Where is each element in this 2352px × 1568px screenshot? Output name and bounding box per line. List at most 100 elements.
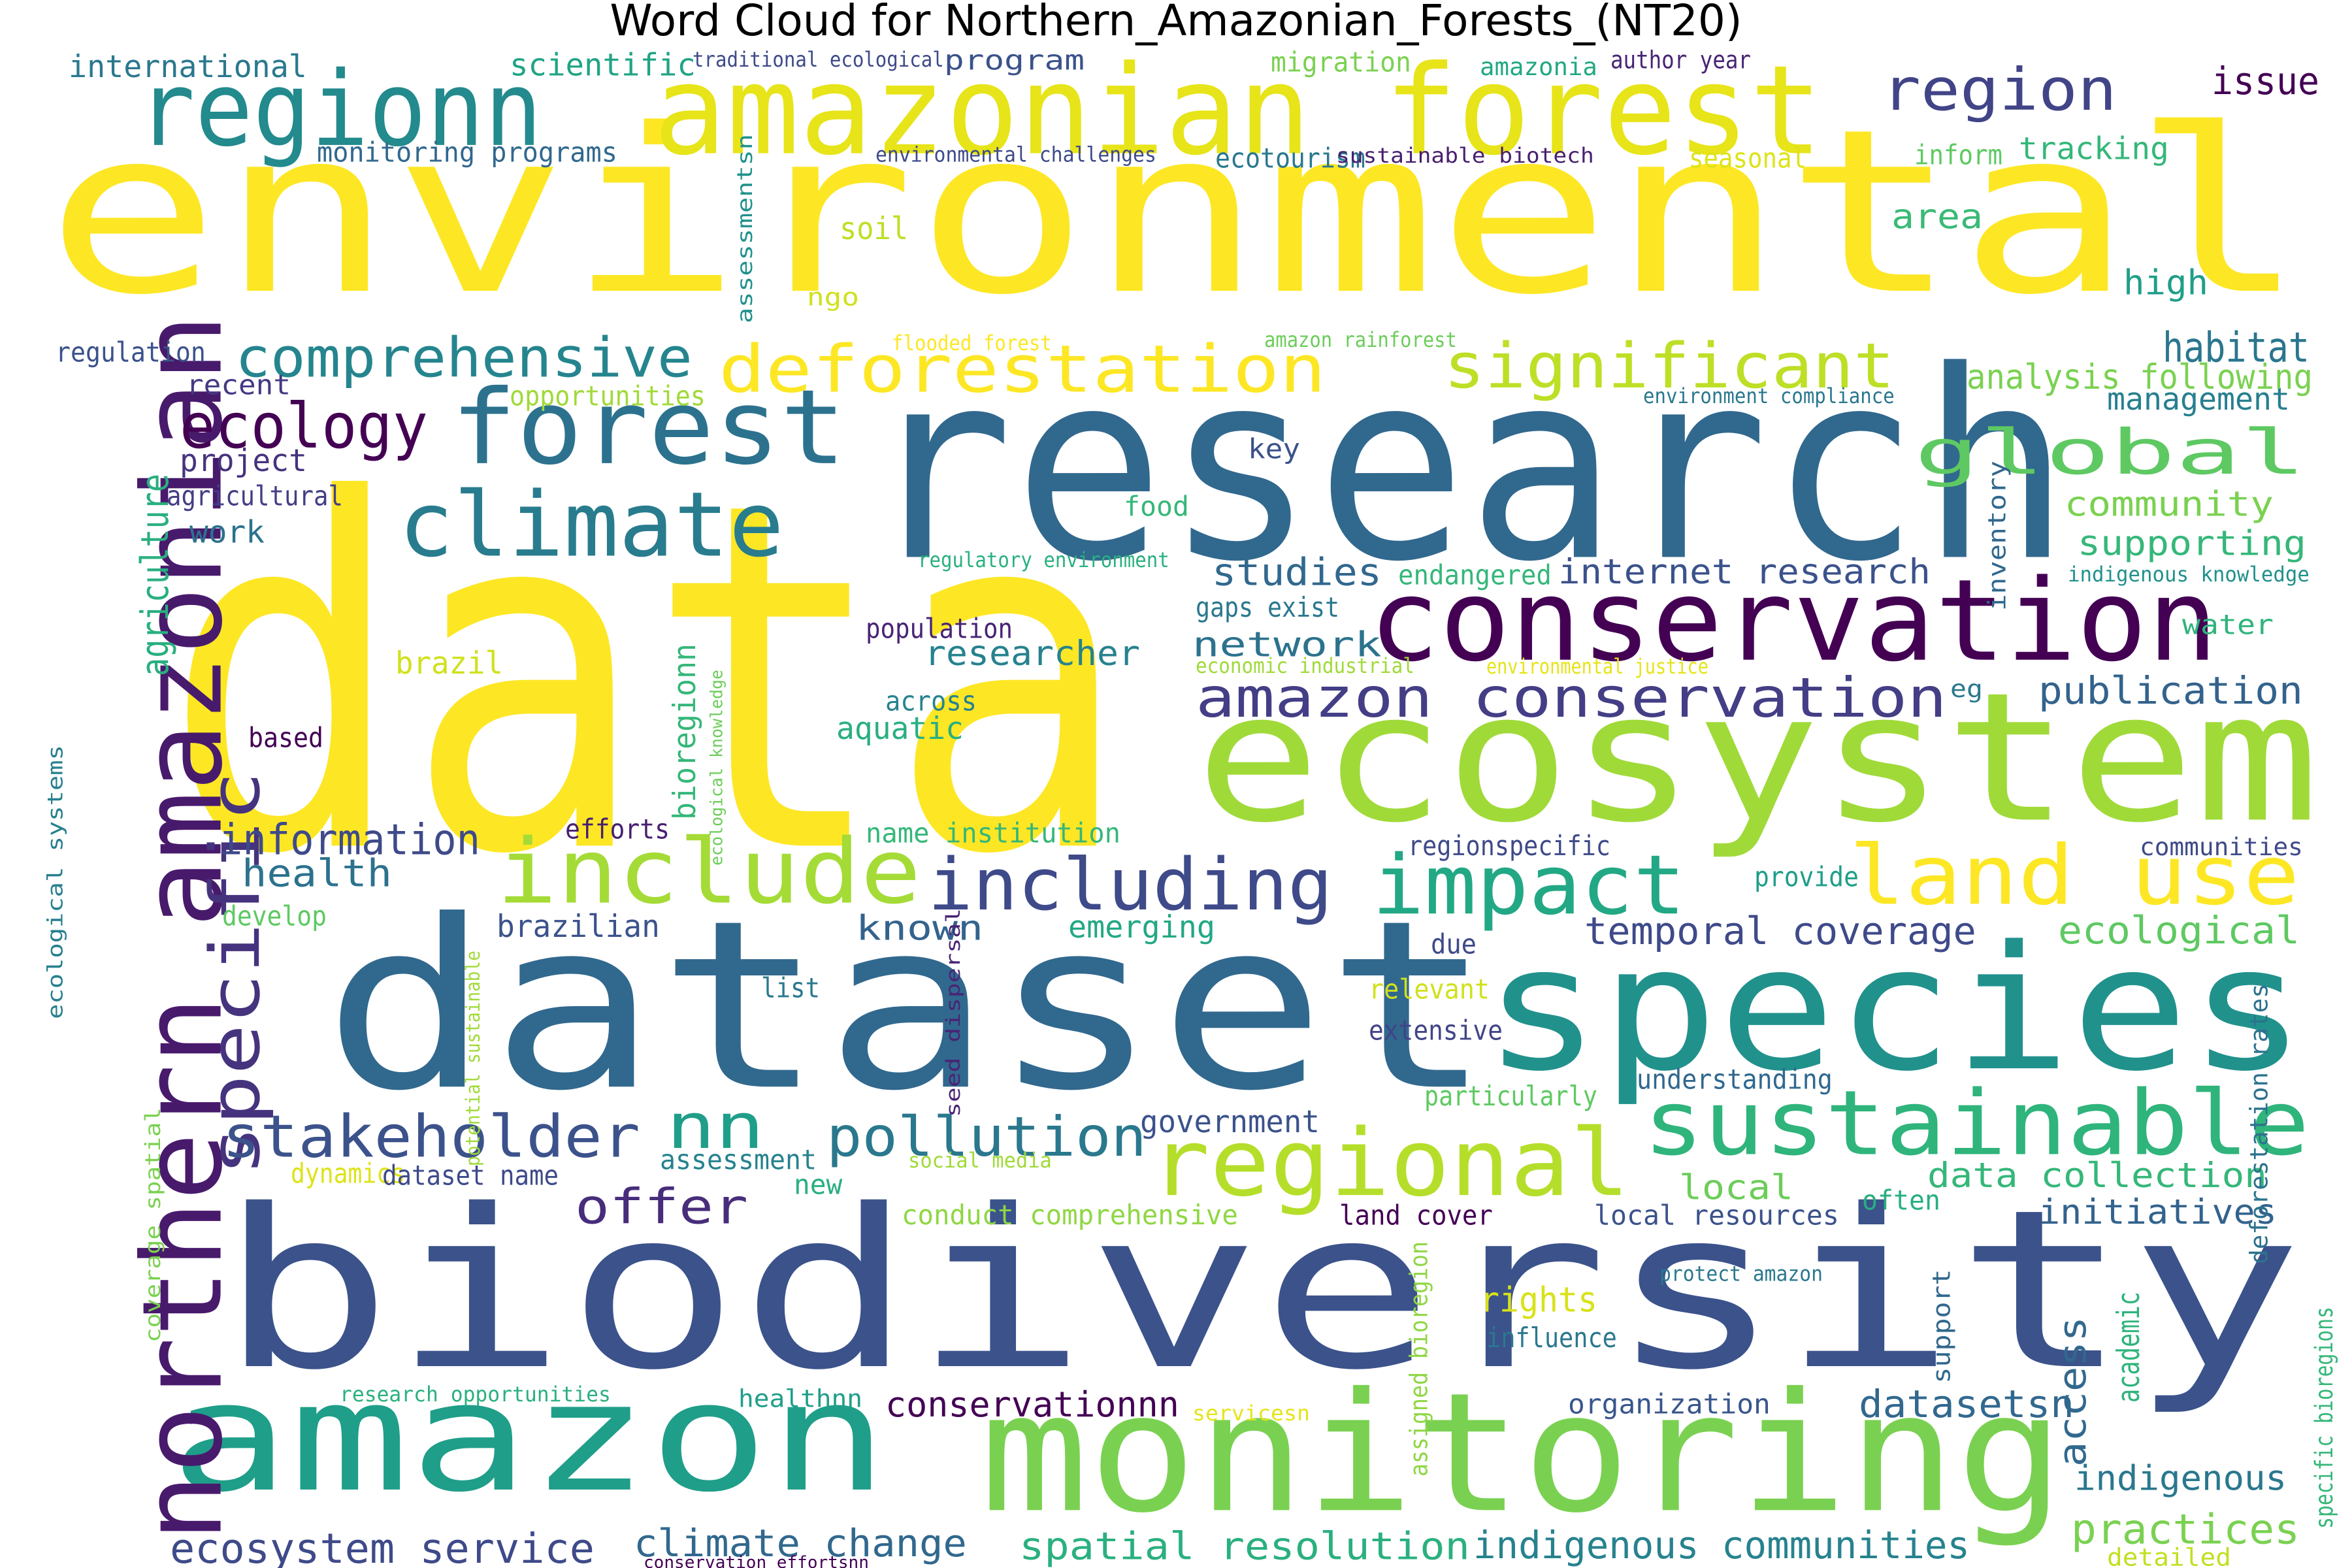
cloud-word: water: [2182, 610, 2274, 641]
cloud-word: due: [1431, 928, 1477, 960]
cloud-word: management: [2107, 382, 2290, 417]
cloud-word: data: [163, 400, 1130, 959]
cloud-word: area: [1891, 197, 1983, 237]
cloud-word: communities: [2140, 832, 2303, 861]
cloud-word: program: [944, 45, 1085, 77]
cloud-word: research opportunities: [340, 1383, 611, 1407]
cloud-word: access: [2051, 1316, 2095, 1467]
cloud-word: dataset: [323, 870, 1493, 1142]
cloud-word: deforestation rates: [2245, 983, 2274, 1264]
cloud-word: dataset name: [382, 1160, 559, 1192]
cloud-word: community: [2065, 484, 2274, 524]
cloud-word: food: [1124, 490, 1189, 522]
cloud-word: health: [242, 851, 392, 896]
cloud-word: dynamics: [291, 1158, 405, 1190]
cloud-word: ecosystem service: [170, 1524, 595, 1568]
cloud-word: practices: [2071, 1506, 2300, 1554]
cloud-word: research: [862, 316, 2071, 619]
cloud-word: specific: [195, 771, 275, 1176]
cloud-word: nn: [666, 1091, 764, 1164]
cloud-word: bioregionn: [666, 644, 702, 820]
cloud-word: data collection: [1927, 1156, 2267, 1196]
cloud-word: land cover: [1339, 1199, 1493, 1232]
cloud-word: rights: [1480, 1280, 1597, 1320]
cloud-word: agriculture: [133, 474, 177, 676]
cloud-word: gaps exist: [1196, 591, 1339, 623]
cloud-word: conservation: [1369, 555, 2218, 687]
cloud-word: indigenous communities: [1473, 1523, 1970, 1567]
cloud-word: climate change: [634, 1521, 967, 1565]
cloud-word: seed dispersal: [942, 908, 964, 1117]
cloud-word: monitoring: [980, 1358, 2065, 1550]
cloud-word: amazon: [170, 1349, 889, 1525]
cloud-word: organization: [1568, 1389, 1771, 1420]
cloud-word: land use: [1849, 828, 2300, 924]
cloud-word: emerging: [1068, 910, 1215, 945]
cloud-word: soil: [840, 211, 908, 247]
cloud-word: amazonian forest: [653, 39, 1823, 183]
cloud-word: flooded forest: [892, 332, 1052, 356]
cloud-word: known: [856, 907, 983, 948]
cloud-word: government: [1140, 1104, 1320, 1140]
cloud-word: species: [1483, 909, 2306, 1109]
cloud-word: local: [1679, 1168, 1793, 1208]
cloud-word: particularly: [1424, 1081, 1597, 1113]
cloud-word: environmental: [46, 80, 2306, 344]
cloud-word: across: [885, 685, 977, 717]
cloud-word: ecological knowledge: [707, 670, 727, 866]
cloud-word: endangered: [1398, 559, 1552, 591]
cloud-word: ecological systems: [44, 745, 68, 1019]
cloud-word: develop: [222, 901, 327, 932]
cloud-word: datasetsn: [1859, 1382, 2074, 1426]
cloud-word: inventory: [1984, 461, 2012, 611]
cloud-word: healthnn: [738, 1386, 862, 1414]
cloud-word: environmental justice: [1486, 655, 1708, 679]
cloud-word: amazon rainforest: [1264, 329, 1457, 353]
cloud-word: environment compliance: [1643, 385, 1895, 409]
cloud-word: impact: [1372, 838, 1686, 934]
cloud-word: protect amazon: [1659, 1262, 1823, 1286]
cloud-word: issue: [2212, 60, 2319, 104]
cloud-word: extensive: [1369, 1015, 1503, 1047]
cloud-word: significant: [1444, 329, 1895, 402]
cloud-word: aquatic: [836, 711, 964, 746]
cloud-word: studies: [1212, 550, 1382, 595]
cloud-word: include: [497, 821, 921, 924]
cloud-word: northern amazonian: [119, 314, 247, 1542]
cloud-word: forest: [451, 368, 846, 487]
cloud-word: brazilian: [497, 909, 660, 944]
cloud-word: recent: [186, 370, 291, 402]
cloud-word: agricultural: [167, 481, 343, 513]
cloud-word: regulatory environment: [918, 549, 1169, 573]
cloud-word: publication: [2038, 669, 2303, 713]
cloud-word: conservation effortsnn: [644, 1553, 869, 1568]
cloud-word: support: [1928, 1269, 1955, 1384]
cloud-word: initiatives: [2038, 1192, 2277, 1232]
cloud-word: ecosystem: [1196, 654, 2319, 862]
cloud-word: brazil: [395, 645, 503, 681]
cloud-word: work: [189, 515, 265, 551]
cloud-word: habitat: [2163, 323, 2310, 371]
cloud-word: specific bioregions: [2310, 1307, 2338, 1529]
cloud-word: academic: [2110, 1292, 2146, 1403]
cloud-word: local resources: [1594, 1199, 1839, 1231]
cloud-word: offer: [575, 1179, 748, 1235]
cloud-word: key: [1248, 434, 1300, 466]
cloud-word: indigenous: [2074, 1458, 2287, 1498]
cloud-word: amazon conservation: [1196, 666, 1947, 730]
cloud-word: sustainable: [1643, 1072, 2310, 1176]
cloud-word: efforts: [565, 814, 670, 845]
cloud-word: author year: [1610, 47, 1751, 75]
cloud-word: internet research: [1558, 551, 1931, 591]
cloud-word: deforestation: [719, 331, 1326, 408]
cloud-word: assessment: [660, 1143, 817, 1175]
cloud-word: ecology: [180, 390, 428, 463]
cloud-word: assigned bioregion: [1405, 1241, 1433, 1477]
cloud-word: name institution: [866, 817, 1120, 849]
cloud-word: monitoring programs: [317, 136, 617, 168]
cloud-word: spatial resolution: [1019, 1524, 1470, 1568]
cloud-word: sustainable biotech: [1336, 143, 1594, 167]
cloud-word: conduct comprehensive: [902, 1200, 1238, 1232]
cloud-word: regionn: [137, 50, 542, 170]
